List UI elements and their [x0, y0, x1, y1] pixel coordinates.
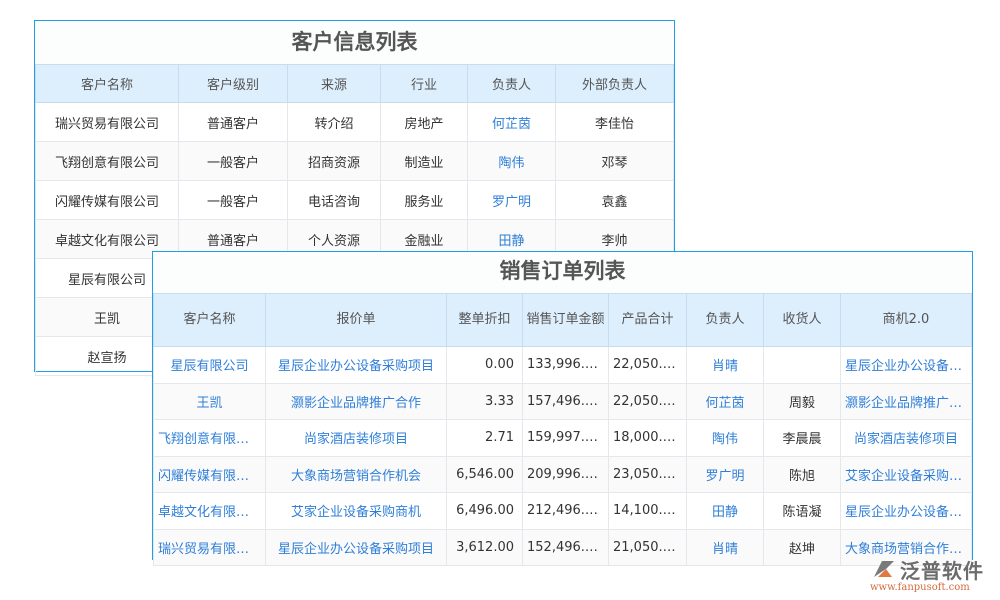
table-cell: 3.33 [446, 382, 523, 420]
table-cell: 18,000.00 [608, 419, 687, 457]
table-cell[interactable]: 大象商场营销合作机会 [840, 528, 972, 566]
column-header[interactable]: 产品合计 [608, 293, 687, 347]
customer-row[interactable]: 闪耀传媒有限公司 一般客户 电话咨询 服务业 罗广明 袁鑫 [35, 180, 674, 220]
table-cell: 制造业 [380, 141, 468, 181]
table-cell: 22,050.00 [608, 382, 687, 420]
order-row[interactable]: 星辰有限公司 星辰企业办公设备采购项目 0.00 133,996.40 22,050.0… [153, 346, 972, 384]
table-cell[interactable]: 肖晴 [686, 346, 764, 384]
column-header[interactable]: 报价单 [265, 293, 447, 347]
table-cell: 22,050.00 [608, 346, 687, 384]
table-cell[interactable]: 星辰企业办公设备采购项目 [265, 346, 447, 384]
fanpusoft-logo: 泛普软件 www.fanpusoft.com [870, 555, 995, 597]
table-cell: 157,496.67 [522, 382, 609, 420]
sales-order-list-panel: 销售订单列表 客户名称 报价单 整单折扣 销售订单金额 产品合计 负责人 收货人 商机2.0 星… [152, 251, 973, 566]
table-cell[interactable]: 卓越文化有限公司 [153, 492, 266, 530]
column-header[interactable]: 客户级别 [178, 64, 288, 103]
table-cell: 159,997.29 [522, 419, 609, 457]
column-header[interactable]: 负责人 [686, 293, 764, 347]
logo-mark-icon [874, 561, 894, 577]
table-cell[interactable]: 何芷茵 [686, 382, 764, 420]
table-cell: 瑞兴贸易有限公司 [35, 102, 179, 142]
table-cell: 赵坤 [763, 528, 841, 566]
table-cell[interactable]: 何芷茵 [467, 102, 556, 142]
order-row[interactable]: 王凯 灏影企业品牌推广合作 3.33 157,496.67 22,050.00 何芷茵 周毅… [153, 382, 972, 420]
table-cell [763, 346, 841, 384]
column-header[interactable]: 负责人 [467, 64, 556, 103]
table-cell: 闪耀传媒有限公司 [35, 180, 179, 220]
table-cell: 李佳怡 [555, 102, 674, 142]
table-cell[interactable]: 星辰企业办公设备采购项目 [265, 528, 447, 566]
table-cell: 普通客户 [178, 102, 288, 142]
table-cell[interactable]: 罗广明 [467, 180, 556, 220]
table-cell[interactable]: 闪耀传媒有限公司 [153, 455, 266, 493]
table-cell[interactable]: 灏影企业品牌推广合作 [265, 382, 447, 420]
column-header[interactable]: 客户名称 [153, 293, 266, 347]
order-row[interactable]: 飞翔创意有限公司 尚家酒店装修项目 2.71 159,997.29 18,000.00 陶… [153, 419, 972, 457]
table-cell: 152,496.36 [522, 528, 609, 566]
customer-row[interactable]: 瑞兴贸易有限公司 普通客户 转介绍 房地产 何芷茵 李佳怡 [35, 102, 674, 142]
sales-order-list-title: 销售订单列表 [153, 252, 972, 293]
table-cell[interactable]: 瑞兴贸易有限公司 [153, 528, 266, 566]
table-cell: 飞翔创意有限公司 [35, 141, 179, 181]
table-cell: 邓琴 [555, 141, 674, 181]
customer-list-title: 客户信息列表 [35, 21, 674, 64]
table-cell: 21,050.00 [608, 528, 687, 566]
table-cell[interactable]: 尚家酒店装修项目 [840, 419, 972, 457]
table-cell: 服务业 [380, 180, 468, 220]
column-header[interactable]: 销售订单金额 [522, 293, 609, 347]
table-cell: 电话咨询 [287, 180, 381, 220]
order-row[interactable]: 闪耀传媒有限公司 大象商场营销合作机会 6,546.00 209,996.38 23,0… [153, 455, 972, 493]
table-cell: 3,612.00 [446, 528, 523, 566]
table-cell: 一般客户 [178, 180, 288, 220]
table-cell[interactable]: 星辰企业办公设备采购项目 [840, 346, 972, 384]
logo-url: www.fanpusoft.com [870, 582, 970, 593]
table-cell: 房地产 [380, 102, 468, 142]
table-cell[interactable]: 陶伟 [686, 419, 764, 457]
column-header[interactable]: 来源 [287, 64, 381, 103]
table-cell: 转介绍 [287, 102, 381, 142]
column-header[interactable]: 收货人 [763, 293, 841, 347]
table-cell: 212,496.43 [522, 492, 609, 530]
table-cell: 陈旭 [763, 455, 841, 493]
column-header[interactable]: 外部负责人 [555, 64, 674, 103]
logo-name: 泛普软件 [900, 559, 984, 583]
table-cell[interactable]: 尚家酒店装修项目 [265, 419, 447, 457]
table-cell[interactable]: 肖晴 [686, 528, 764, 566]
table-cell[interactable]: 王凯 [153, 382, 266, 420]
table-cell[interactable]: 罗广明 [686, 455, 764, 493]
table-cell[interactable]: 田静 [686, 492, 764, 530]
column-header[interactable]: 整单折扣 [446, 293, 523, 347]
table-cell[interactable]: 星辰企业办公设备采购项目 [840, 492, 972, 530]
table-cell: 袁鑫 [555, 180, 674, 220]
table-cell: 李晨晨 [763, 419, 841, 457]
table-cell[interactable]: 飞翔创意有限公司 [153, 419, 266, 457]
table-cell: 6,496.00 [446, 492, 523, 530]
table-cell[interactable]: 星辰有限公司 [153, 346, 266, 384]
table-cell: 0.00 [446, 346, 523, 384]
customer-row[interactable]: 飞翔创意有限公司 一般客户 招商资源 制造业 陶伟 邓琴 [35, 141, 674, 181]
table-cell: 招商资源 [287, 141, 381, 181]
sales-order-table: 客户名称 报价单 整单折扣 销售订单金额 产品合计 负责人 收货人 商机2.0 星辰有限公司 星辰… [153, 293, 972, 566]
column-header[interactable]: 商机2.0 [840, 293, 972, 347]
table-cell[interactable]: 灏影企业品牌推广合作 [840, 382, 972, 420]
table-cell: 14,100.00 [608, 492, 687, 530]
table-cell: 6,546.00 [446, 455, 523, 493]
table-cell[interactable]: 陶伟 [467, 141, 556, 181]
table-cell[interactable]: 艾家企业设备采购商机 [265, 492, 447, 530]
table-cell: 周毅 [763, 382, 841, 420]
table-cell: 133,996.40 [522, 346, 609, 384]
column-header[interactable]: 客户名称 [35, 64, 179, 103]
table-cell: 2.71 [446, 419, 523, 457]
table-cell: 209,996.38 [522, 455, 609, 493]
order-row[interactable]: 卓越文化有限公司 艾家企业设备采购商机 6,496.00 212,496.43 14,1… [153, 492, 972, 530]
table-cell: 一般客户 [178, 141, 288, 181]
table-cell: 23,050.00 [608, 455, 687, 493]
column-header[interactable]: 行业 [380, 64, 468, 103]
order-row[interactable]: 瑞兴贸易有限公司 星辰企业办公设备采购项目 3,612.00 152,496.36 21… [153, 528, 972, 566]
table-cell: 陈语凝 [763, 492, 841, 530]
table-cell[interactable]: 大象商场营销合作机会 [265, 455, 447, 493]
table-cell[interactable]: 艾家企业设备采购商机 [840, 455, 972, 493]
